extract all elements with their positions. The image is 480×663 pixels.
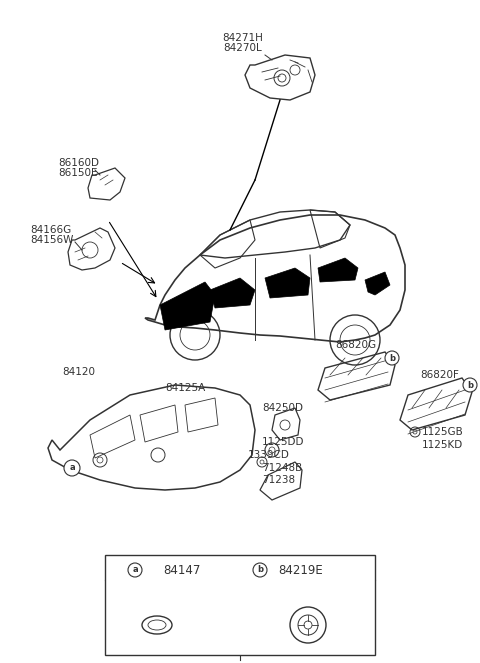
Text: a: a <box>69 463 75 473</box>
Text: b: b <box>389 353 395 363</box>
Text: 84271H: 84271H <box>223 33 264 43</box>
Text: 84125A: 84125A <box>165 383 205 393</box>
Text: 1339CD: 1339CD <box>248 450 290 460</box>
Polygon shape <box>318 258 358 282</box>
Text: 84219E: 84219E <box>278 564 323 577</box>
Polygon shape <box>365 272 390 295</box>
Text: a: a <box>132 566 138 575</box>
Text: 86150E: 86150E <box>58 168 97 178</box>
Text: b: b <box>257 566 263 575</box>
Circle shape <box>463 378 477 392</box>
Polygon shape <box>265 268 310 298</box>
FancyBboxPatch shape <box>105 555 375 655</box>
Text: 84147: 84147 <box>163 564 200 577</box>
Text: 1125KD: 1125KD <box>422 440 463 450</box>
Text: 86820G: 86820G <box>335 340 376 350</box>
Text: b: b <box>467 381 473 389</box>
Circle shape <box>128 563 142 577</box>
Polygon shape <box>160 282 215 330</box>
Text: 84120: 84120 <box>62 367 95 377</box>
Text: 1125DD: 1125DD <box>262 437 304 447</box>
Text: 84250D: 84250D <box>262 403 303 413</box>
Text: 71238: 71238 <box>262 475 295 485</box>
Polygon shape <box>210 278 255 308</box>
Circle shape <box>385 351 399 365</box>
Text: 84166G: 84166G <box>30 225 71 235</box>
Text: 86820F: 86820F <box>420 370 459 380</box>
Circle shape <box>64 460 80 476</box>
Text: 86160D: 86160D <box>58 158 99 168</box>
Text: 84156W: 84156W <box>30 235 73 245</box>
Text: 71248B: 71248B <box>262 463 302 473</box>
Text: 84270L: 84270L <box>224 43 263 53</box>
Circle shape <box>253 563 267 577</box>
Text: 1125GB: 1125GB <box>422 427 464 437</box>
Circle shape <box>97 457 103 463</box>
